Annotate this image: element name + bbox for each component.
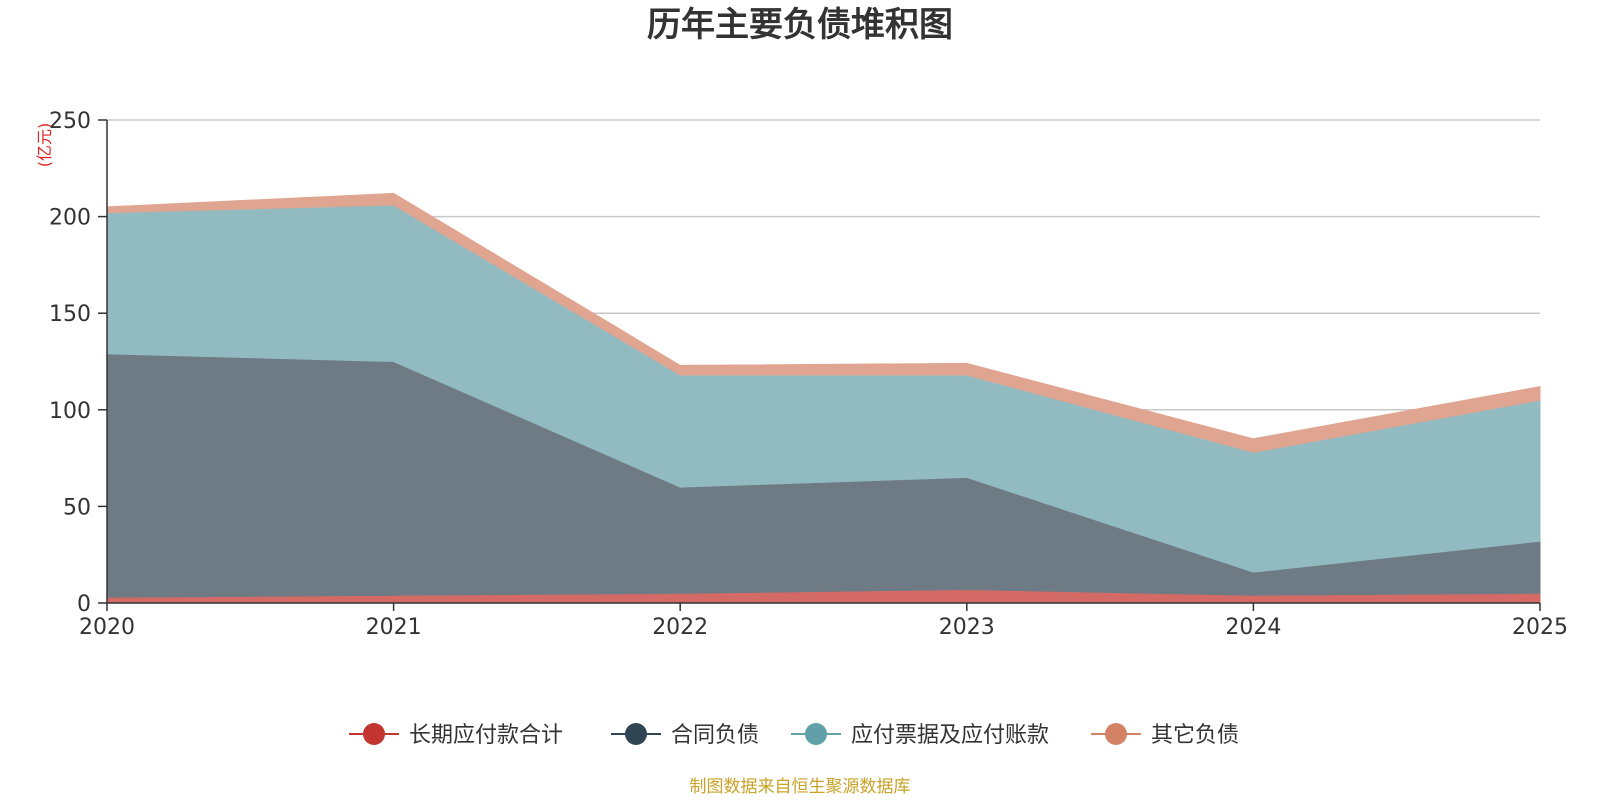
y-tick-label: 50 bbox=[63, 495, 91, 520]
x-tick-label: 2022 bbox=[652, 615, 708, 640]
legend-label: 长期应付款合计 bbox=[409, 723, 563, 748]
y-tick-labels: 0 50 100 150 200 250 bbox=[49, 109, 91, 617]
area-series bbox=[106, 192, 1541, 604]
axes bbox=[98, 119, 1541, 611]
y-axis-unit: (亿元) bbox=[35, 123, 54, 168]
area-4 bbox=[106, 192, 1541, 453]
legend-marker-icon bbox=[625, 723, 647, 745]
legend-marker-icon bbox=[805, 723, 827, 745]
legend-item-2[interactable]: 合同负债 bbox=[611, 723, 759, 748]
legend-label: 合同负债 bbox=[671, 723, 759, 748]
y-tick-label: 200 bbox=[49, 206, 91, 231]
legend-label: 其它负债 bbox=[1151, 723, 1239, 748]
legend-marker-icon bbox=[1105, 723, 1127, 745]
x-tick-label: 2023 bbox=[939, 615, 995, 640]
chart-title: 历年主要负债堆积图 bbox=[647, 5, 953, 45]
y-tick-label: 250 bbox=[49, 109, 91, 134]
legend-label: 应付票据及应付账款 bbox=[851, 723, 1049, 748]
legend: 长期应付款合计 合同负债 应付票据及应付账款 其它负债 bbox=[349, 723, 1239, 748]
legend-marker-icon bbox=[363, 723, 385, 745]
x-tick-label: 2024 bbox=[1225, 615, 1281, 640]
x-tick-label: 2025 bbox=[1512, 615, 1568, 640]
x-tick-label: 2020 bbox=[79, 615, 135, 640]
x-tick-labels: 2020 2021 2022 2023 2024 2025 bbox=[79, 615, 1568, 640]
legend-item-1[interactable]: 长期应付款合计 bbox=[349, 723, 563, 748]
y-tick-label: 100 bbox=[49, 399, 91, 424]
source-note: 制图数据来自恒生聚源数据库 bbox=[690, 777, 911, 797]
x-tick-label: 2021 bbox=[366, 615, 422, 640]
legend-item-3[interactable]: 应付票据及应付账款 bbox=[791, 723, 1049, 748]
y-tick-label: 150 bbox=[49, 302, 91, 327]
legend-item-4[interactable]: 其它负债 bbox=[1091, 723, 1239, 748]
y-tick-label: 0 bbox=[77, 592, 91, 617]
